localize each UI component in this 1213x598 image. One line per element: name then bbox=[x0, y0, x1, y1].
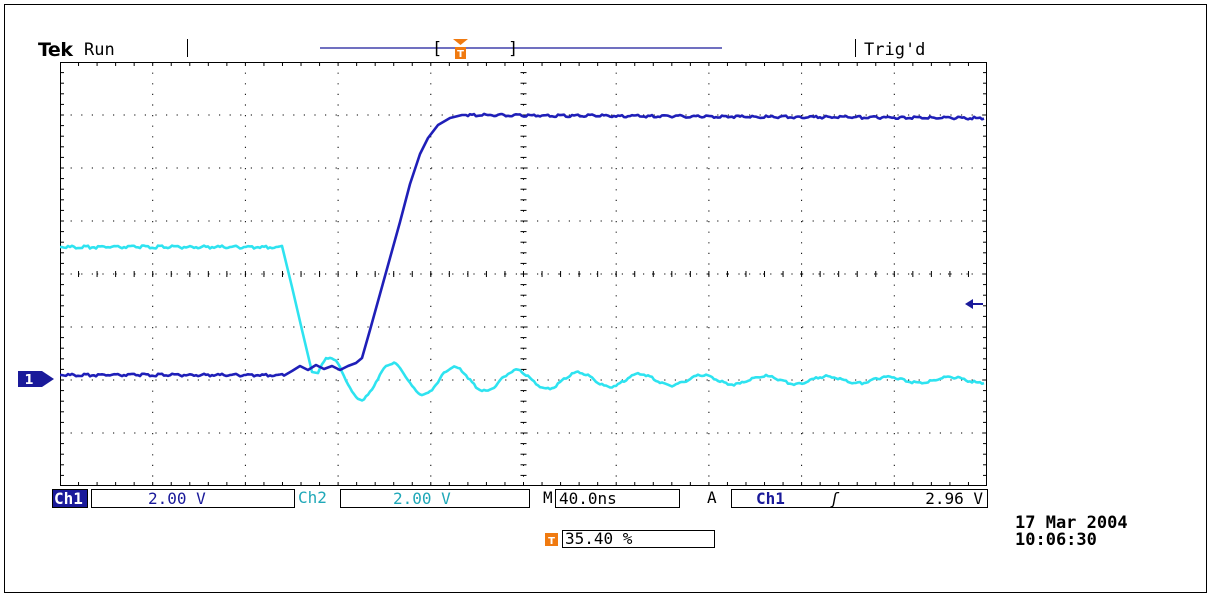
ch1-ground-marker[interactable]: 1 bbox=[18, 371, 62, 389]
ch2-waveform bbox=[60, 244, 985, 402]
ch2-label[interactable]: Ch2 bbox=[298, 488, 327, 507]
record-window-bracket-left: [ bbox=[432, 39, 442, 59]
header-divider-left bbox=[187, 39, 188, 57]
trigger-mode-label: A bbox=[707, 488, 717, 507]
timebase-value[interactable]: 40.0ns bbox=[555, 489, 680, 508]
record-window-bracket-right: ] bbox=[508, 39, 518, 59]
trigger-slope-icon: ʃ bbox=[830, 489, 840, 508]
acquisition-status: Run bbox=[84, 40, 115, 60]
ch1-scale[interactable]: 2.00 V bbox=[91, 489, 295, 508]
trigger-status: Trig'd bbox=[864, 40, 926, 60]
trigger-level: 2.96 V bbox=[925, 489, 983, 508]
trigger-position-marker[interactable]: T bbox=[453, 39, 468, 60]
capture-time: 10:06:30 bbox=[1015, 530, 1097, 550]
capture-date: 17 Mar 2004 bbox=[1015, 513, 1128, 533]
svg-text:T: T bbox=[457, 49, 464, 60]
header-divider-right bbox=[855, 39, 856, 57]
trigger-level-arrow-icon[interactable] bbox=[963, 297, 985, 311]
waveform-display[interactable] bbox=[60, 62, 987, 486]
trigger-source: Ch1 bbox=[756, 489, 785, 508]
svg-text:T: T bbox=[548, 536, 555, 547]
graticule-grid bbox=[60, 62, 987, 486]
brand-label: Tek bbox=[38, 39, 73, 61]
trigger-position-readout[interactable]: 35.40 % bbox=[562, 530, 715, 548]
trigger-readout[interactable]: Ch1 ʃ 2.96 V bbox=[731, 489, 988, 508]
ch1-waveform bbox=[60, 112, 985, 378]
scope-frame bbox=[4, 4, 1207, 593]
trigger-position-icon: T bbox=[545, 533, 558, 547]
ch1-marker-label: 1 bbox=[24, 373, 33, 388]
ch1-label[interactable]: Ch1 bbox=[52, 489, 88, 508]
timebase-label: M bbox=[543, 488, 553, 507]
ch2-scale[interactable]: 2.00 V bbox=[340, 489, 530, 508]
